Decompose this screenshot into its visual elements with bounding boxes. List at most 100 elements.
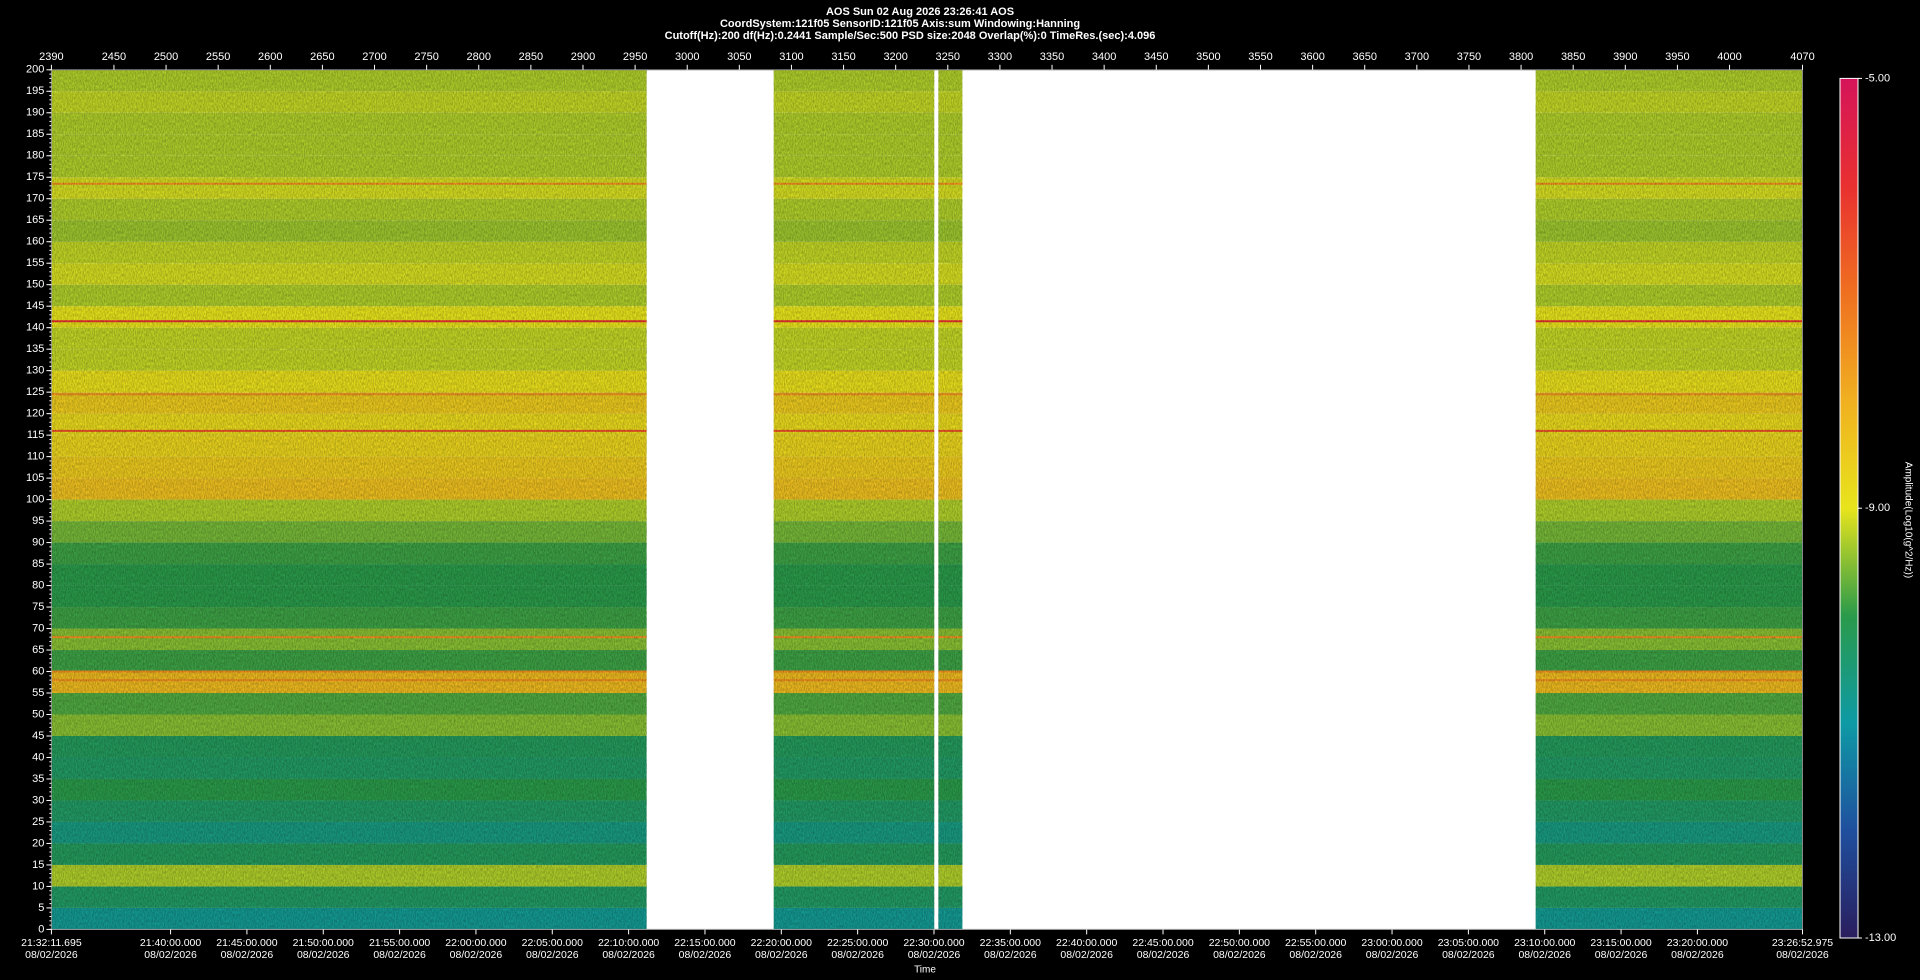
x-top-tick-label: 3450 bbox=[1144, 51, 1168, 63]
x-top-tick-label: 2450 bbox=[102, 51, 126, 63]
colorbar-tick-label: -13.00 bbox=[1865, 932, 1896, 944]
x-bottom-tick-time: 21:32:11.695 bbox=[21, 937, 82, 949]
y-tick-label: 45 bbox=[32, 730, 44, 742]
colorbar-tick-label: -5.00 bbox=[1865, 72, 1890, 84]
x-bottom-tick-time: 21:45:00.000 bbox=[216, 937, 277, 949]
x-bottom-tick-date: 08/02/2026 bbox=[221, 949, 274, 961]
x-top-tick-label: 2750 bbox=[414, 51, 438, 63]
y-tick-label: 0 bbox=[38, 923, 44, 935]
y-tick-label: 125 bbox=[26, 386, 44, 398]
y-tick-label: 180 bbox=[26, 150, 44, 162]
y-tick-label: 120 bbox=[26, 408, 44, 420]
x-top-tick-label: 3250 bbox=[936, 51, 960, 63]
x-bottom-tick-date: 08/02/2026 bbox=[1776, 949, 1829, 961]
x-bottom-tick-time: 22:20:00.000 bbox=[751, 937, 812, 949]
x-top-tick-label: 3850 bbox=[1561, 51, 1585, 63]
y-tick-label: 60 bbox=[32, 665, 44, 677]
chart-subtitle: CoordSystem:121f05 SensorID:121f05 Axis:… bbox=[720, 18, 1080, 30]
x-top-tick-label: 2700 bbox=[362, 51, 386, 63]
x-top-tick-label: 2650 bbox=[310, 51, 334, 63]
x-top-tick-label: 3550 bbox=[1248, 51, 1272, 63]
x-top-tick-label: 3100 bbox=[779, 51, 803, 63]
x-bottom-tick-time: 21:50:00.000 bbox=[293, 937, 354, 949]
x-top-tick-label: 2550 bbox=[206, 51, 230, 63]
x-top-tick-label: 2390 bbox=[39, 51, 63, 63]
y-tick-label: 30 bbox=[32, 794, 44, 806]
x-bottom-tick-date: 08/02/2026 bbox=[25, 949, 78, 961]
texture bbox=[938, 69, 963, 930]
y-tick-label: 140 bbox=[26, 322, 44, 334]
x-bottom-tick-time: 21:55:00.000 bbox=[369, 937, 430, 949]
y-tick-label: 145 bbox=[26, 300, 44, 312]
x-axis-label: Time bbox=[914, 965, 936, 976]
x-bottom-tick-date: 08/02/2026 bbox=[1060, 949, 1113, 961]
x-bottom-tick-date: 08/02/2026 bbox=[1671, 949, 1724, 961]
y-tick-label: 195 bbox=[26, 85, 44, 97]
colorbar-tick-label: -9.00 bbox=[1865, 502, 1890, 514]
x-bottom-tick-date: 08/02/2026 bbox=[1595, 949, 1648, 961]
x-bottom-tick-time: 21:40:00.000 bbox=[140, 937, 201, 949]
y-tick-label: 105 bbox=[26, 472, 44, 484]
chart-title: AOS Sun 02 Aug 2026 23:26:41 AOS bbox=[826, 6, 1014, 18]
x-bottom-tick-date: 08/02/2026 bbox=[1518, 949, 1571, 961]
y-tick-label: 175 bbox=[26, 171, 44, 183]
y-tick-label: 95 bbox=[32, 515, 44, 527]
x-top-tick-label: 2900 bbox=[571, 51, 595, 63]
y-tick-label: 5 bbox=[38, 902, 44, 914]
x-bottom-tick-time: 22:50:00.000 bbox=[1209, 937, 1270, 949]
y-tick-label: 20 bbox=[32, 837, 44, 849]
y-tick-label: 135 bbox=[26, 343, 44, 355]
colorbar-label: Amplitude(Log10(g^2/Hz)) bbox=[1902, 462, 1913, 578]
x-bottom-tick-date: 08/02/2026 bbox=[831, 949, 884, 961]
y-tick-label: 75 bbox=[32, 601, 44, 613]
y-tick-label: 150 bbox=[26, 279, 44, 291]
x-top-tick-label: 2850 bbox=[519, 51, 543, 63]
x-bottom-tick-date: 08/02/2026 bbox=[602, 949, 655, 961]
x-top-tick-label: 3000 bbox=[675, 51, 699, 63]
x-top-tick-label: 4000 bbox=[1717, 51, 1741, 63]
x-top-tick-label: 4070 bbox=[1790, 51, 1814, 63]
x-bottom-tick-time: 23:20:00.000 bbox=[1667, 937, 1728, 949]
y-tick-label: 155 bbox=[26, 257, 44, 269]
x-top-tick-label: 3800 bbox=[1509, 51, 1533, 63]
x-bottom-tick-date: 08/02/2026 bbox=[526, 949, 579, 961]
x-bottom-tick-time: 22:55:00.000 bbox=[1285, 937, 1346, 949]
x-bottom-tick-time: 22:30:00.000 bbox=[903, 937, 964, 949]
y-tick-label: 130 bbox=[26, 365, 44, 377]
x-bottom-tick-time: 22:05:00.000 bbox=[522, 937, 583, 949]
x-top-tick-label: 3200 bbox=[883, 51, 907, 63]
x-top-tick-label: 3700 bbox=[1405, 51, 1429, 63]
x-top-tick-label: 3300 bbox=[988, 51, 1012, 63]
x-bottom-tick-date: 08/02/2026 bbox=[373, 949, 426, 961]
x-bottom-tick-date: 08/02/2026 bbox=[297, 949, 350, 961]
texture bbox=[51, 69, 647, 930]
x-bottom-tick-date: 08/02/2026 bbox=[144, 949, 197, 961]
y-tick-label: 85 bbox=[32, 558, 44, 570]
x-top-tick-label: 2500 bbox=[154, 51, 178, 63]
y-tick-label: 80 bbox=[32, 579, 44, 591]
x-bottom-tick-time: 23:10:00.000 bbox=[1514, 937, 1575, 949]
x-bottom-tick-date: 08/02/2026 bbox=[1213, 949, 1266, 961]
y-tick-label: 115 bbox=[27, 429, 45, 441]
x-bottom-tick-time: 22:45:00.000 bbox=[1132, 937, 1193, 949]
x-top-tick-label: 3950 bbox=[1665, 51, 1689, 63]
y-tick-label: 110 bbox=[27, 451, 45, 463]
x-bottom-tick-time: 22:35:00.000 bbox=[980, 937, 1041, 949]
x-bottom-tick-date: 08/02/2026 bbox=[984, 949, 1037, 961]
y-tick-label: 35 bbox=[32, 773, 44, 785]
y-tick-label: 50 bbox=[32, 708, 44, 720]
x-bottom-tick-date: 08/02/2026 bbox=[679, 949, 732, 961]
x-top-tick-label: 3900 bbox=[1613, 51, 1637, 63]
x-top-tick-label: 3500 bbox=[1196, 51, 1220, 63]
texture bbox=[1535, 69, 1803, 930]
y-tick-label: 165 bbox=[26, 214, 44, 226]
y-tick-label: 15 bbox=[32, 859, 44, 871]
x-top-tick-label: 3150 bbox=[831, 51, 855, 63]
y-tick-label: 40 bbox=[32, 751, 44, 763]
x-bottom-tick-time: 22:10:00.000 bbox=[598, 937, 659, 949]
y-tick-label: 160 bbox=[26, 236, 44, 248]
x-bottom-tick-time: 22:00:00.000 bbox=[445, 937, 506, 949]
x-bottom-tick-time: 22:25:00.000 bbox=[827, 937, 888, 949]
x-top-tick-label: 2600 bbox=[258, 51, 282, 63]
